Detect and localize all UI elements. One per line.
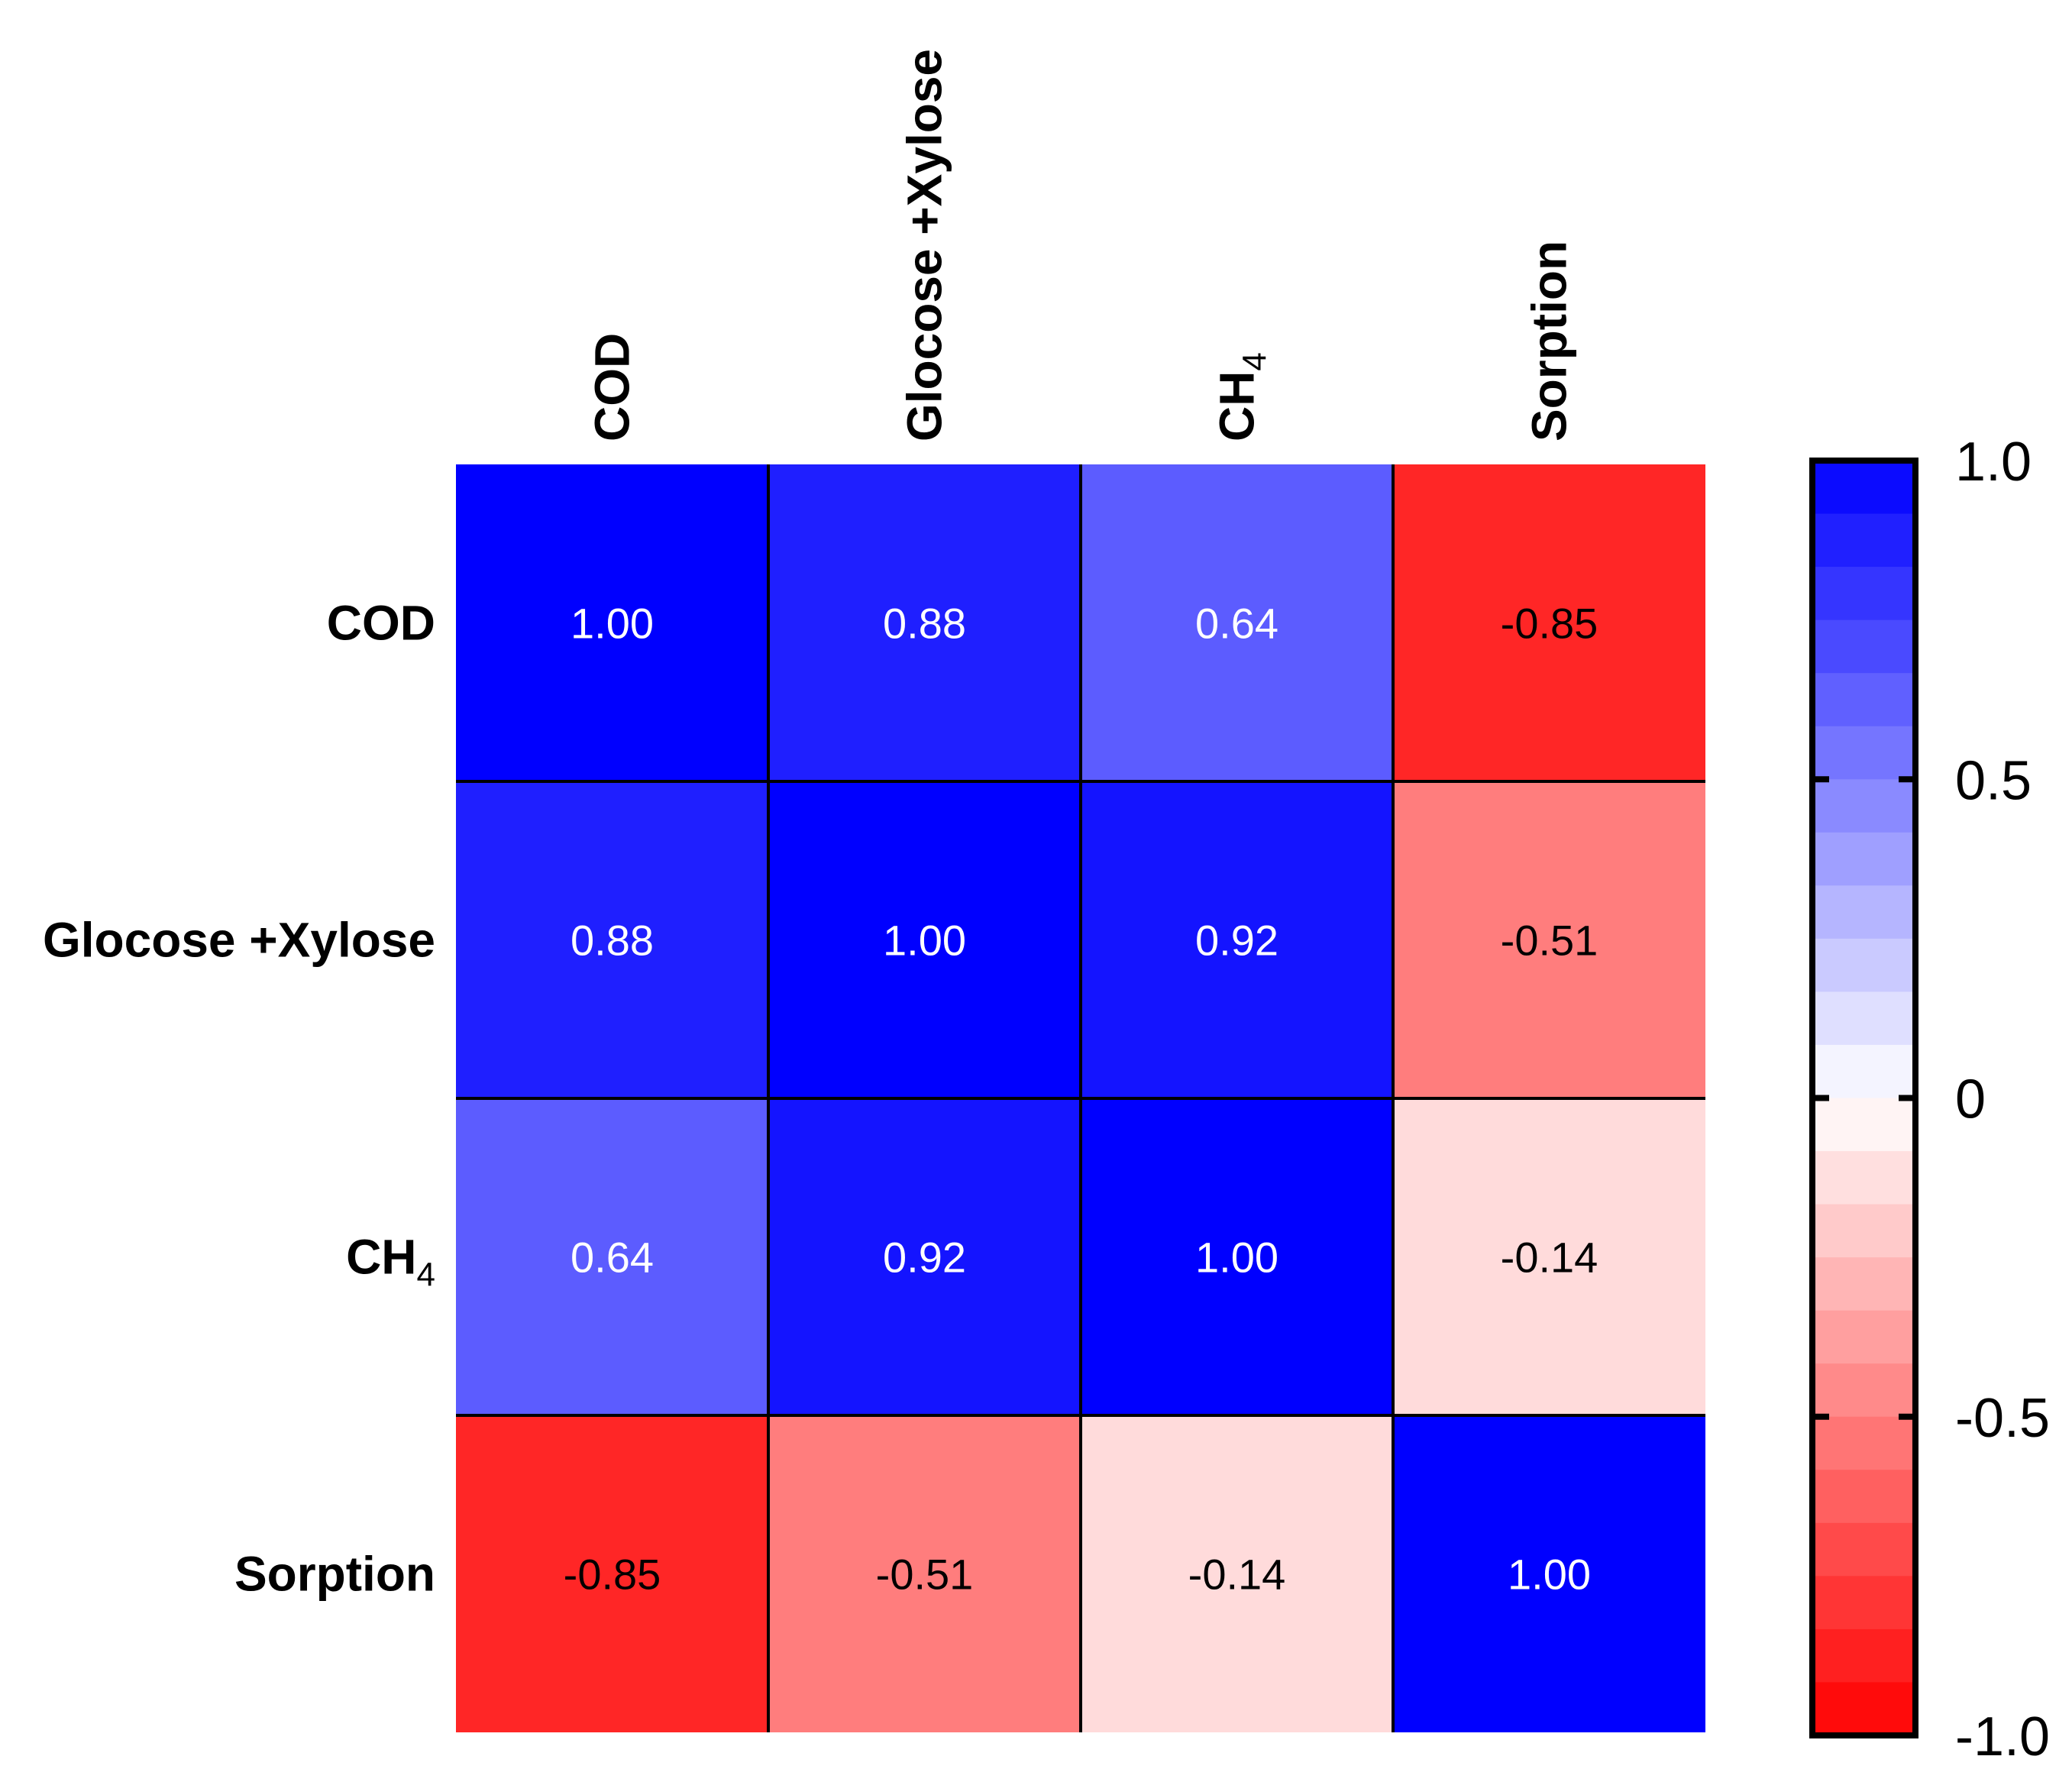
cell-value-label: -0.51	[876, 1551, 974, 1599]
cell-value-label: 1.00	[1508, 1551, 1591, 1599]
heatmap-cell	[456, 781, 768, 1098]
column-label: CH4	[1210, 352, 1274, 441]
colorbar-step	[1812, 1098, 1915, 1153]
heatmap-cell	[1081, 1098, 1393, 1415]
cell-value-label: -0.85	[1501, 600, 1598, 648]
column-label: Glocose +Xylose	[897, 49, 952, 441]
heatmap-cell	[456, 1415, 768, 1732]
heatmap-cell	[1081, 781, 1393, 1098]
cell-value-label: -0.51	[1501, 917, 1598, 965]
colorbar-step	[1812, 1044, 1915, 1099]
row-label: Glocose +Xylose	[43, 913, 435, 968]
colorbar-step	[1812, 885, 1915, 940]
column-label: COD	[585, 333, 640, 441]
colorbar-step	[1812, 513, 1915, 568]
cell-value-label: 0.92	[1195, 917, 1278, 965]
colorbar-step	[1812, 726, 1915, 781]
colorbar-step	[1812, 619, 1915, 674]
heatmap-cell	[768, 1098, 1081, 1415]
colorbar: 1.0 0.5 0 -0.5 -1.0	[1809, 432, 2050, 1767]
heatmap-cell	[1393, 464, 1705, 781]
heatmap-cell	[1393, 781, 1705, 1098]
colorbar-step	[1812, 991, 1915, 1046]
cell-value-label: 0.64	[1195, 600, 1278, 648]
heatmap-cell	[768, 464, 1081, 781]
cell-value-label: 0.88	[571, 917, 654, 965]
row-label: Sorption	[234, 1547, 435, 1602]
colorbar-step	[1812, 1628, 1915, 1683]
cell-value-label: 1.00	[1195, 1234, 1278, 1282]
cell-value-label: -0.14	[1188, 1551, 1286, 1599]
row-labels: COD Glocose +Xylose CH4 Sorption	[43, 596, 435, 1602]
heatmap-cells: 1.00 0.88 0.64 -0.85 0.88 1.00 0.92 -0.51 0.64 0.…	[456, 464, 1705, 1732]
colorbar-step	[1812, 1257, 1915, 1311]
heatmap-cell	[1081, 1415, 1393, 1732]
cell-value-label: 0.92	[883, 1234, 966, 1282]
heatmap-cell	[456, 1098, 768, 1415]
colorbar-step	[1812, 1151, 1915, 1205]
colorbar-step	[1812, 1470, 1915, 1524]
cell-value-label: 0.88	[883, 600, 966, 648]
column-labels: COD Glocose +Xylose CH4 Sorption	[585, 49, 1577, 441]
heatmap-cell	[1393, 1415, 1705, 1732]
heatmap-cell	[1393, 1098, 1705, 1415]
colorbar-step	[1812, 1522, 1915, 1577]
colorbar-step	[1812, 1682, 1915, 1736]
column-label: Sorption	[1522, 241, 1577, 441]
colorbar-step	[1812, 461, 1915, 515]
row-label: COD	[327, 596, 435, 651]
heatmap-cell	[1081, 464, 1393, 781]
heatmap-cell	[768, 781, 1081, 1098]
cell-value-label: -0.14	[1501, 1234, 1598, 1282]
cell-value-label: 0.64	[571, 1234, 654, 1282]
colorbar-step	[1812, 832, 1915, 887]
colorbar-step	[1812, 1310, 1915, 1365]
cell-value-label: 1.00	[883, 917, 966, 965]
colorbar-step	[1812, 673, 1915, 727]
row-label: CH4	[346, 1230, 435, 1294]
colorbar-tick-label: -1.0	[1955, 1706, 2050, 1767]
colorbar-step	[1812, 938, 1915, 993]
colorbar-tick-label: 0	[1955, 1069, 1986, 1130]
colorbar-step	[1812, 1416, 1915, 1471]
cell-value-label: -0.85	[564, 1551, 661, 1599]
heatmap-cell	[768, 1415, 1081, 1732]
cell-value-label: 1.00	[571, 600, 654, 648]
colorbar-step	[1812, 1204, 1915, 1259]
heatmap-cell	[456, 464, 768, 781]
colorbar-step	[1812, 1576, 1915, 1630]
colorbar-step	[1812, 567, 1915, 621]
colorbar-tick-label: -0.5	[1955, 1388, 2050, 1449]
colorbar-step	[1812, 779, 1915, 833]
colorbar-tick-label: 0.5	[1955, 750, 2032, 811]
colorbar-step	[1812, 1363, 1915, 1418]
colorbar-tick-label: 1.0	[1955, 432, 2032, 493]
